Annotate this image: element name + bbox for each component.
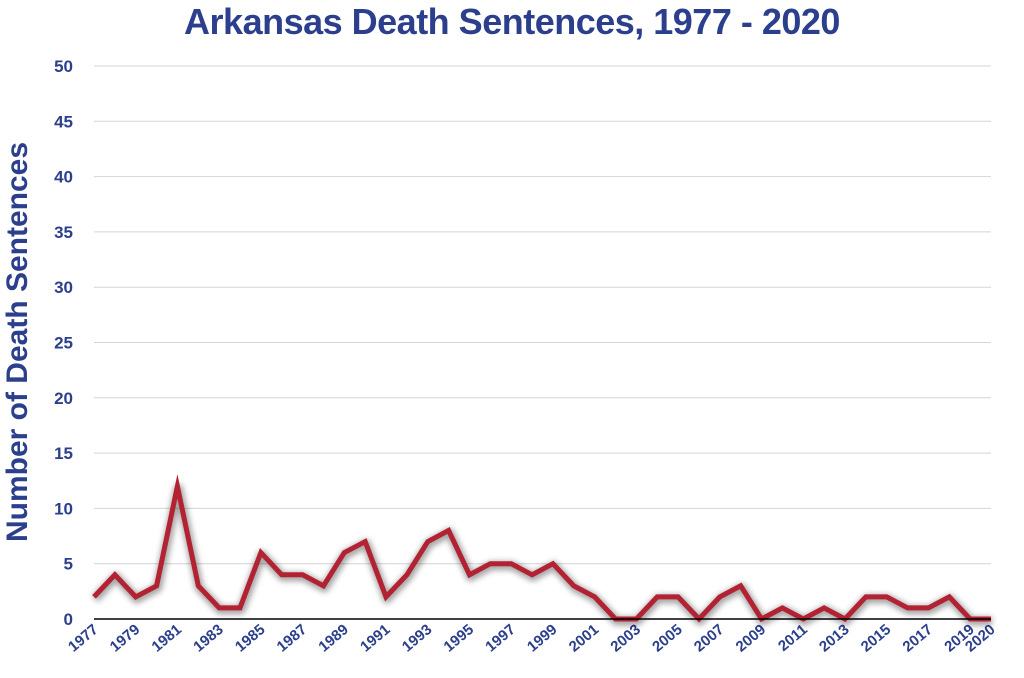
y-tick-label: 45	[54, 112, 73, 131]
x-tick-label: 1997	[482, 621, 518, 655]
x-axis-ticks: 1977 1979 1981 1983 1985 1987 1989 1991 1993 1995…	[65, 621, 998, 655]
y-tick-label: 35	[54, 223, 73, 242]
x-tick-label: 1979	[107, 621, 143, 655]
x-tick-label: 1983	[190, 621, 226, 655]
x-tick-label: 2009	[733, 621, 769, 655]
y-tick-label: 25	[54, 334, 73, 353]
x-tick-label: 1993	[399, 621, 435, 655]
y-tick-label: 10	[54, 499, 73, 518]
x-tick-label: 1991	[357, 621, 393, 655]
x-tick-label: 1981	[149, 621, 185, 655]
y-tick-label: 20	[54, 389, 73, 408]
x-tick-label: 2001	[566, 621, 602, 655]
y-tick-label: 50	[54, 57, 73, 76]
y-tick-label: 5	[64, 555, 73, 574]
y-axis-label: Number of Death Sentences	[1, 142, 34, 542]
x-tick-label: 2007	[691, 621, 727, 655]
x-tick-label: 1987	[274, 621, 310, 655]
y-axis-ticks: 0 5 10 15 20 25 30 35 40 45 50	[54, 57, 73, 629]
x-tick-label: 1989	[315, 621, 351, 655]
y-tick-label: 30	[54, 278, 73, 297]
gridlines	[94, 65, 991, 565]
series-line	[92, 474, 991, 623]
y-tick-label: 15	[54, 444, 73, 463]
x-tick-label: 1985	[232, 621, 268, 655]
x-tick-label: 2017	[899, 621, 935, 655]
chart-title: Arkansas Death Sentences, 1977 - 2020	[184, 1, 840, 42]
x-tick-label: 2005	[649, 621, 685, 655]
x-tick-label: 2011	[775, 621, 811, 655]
x-tick-label: 2003	[607, 621, 643, 655]
x-tick-label: 2013	[816, 621, 852, 655]
y-tick-label: 40	[54, 168, 73, 187]
y-tick-label: 0	[64, 610, 73, 629]
x-tick-label: 1995	[441, 621, 477, 655]
series-layer	[91, 474, 992, 626]
x-tick-label: 1999	[524, 621, 560, 655]
x-tick-label: 2015	[858, 621, 894, 655]
